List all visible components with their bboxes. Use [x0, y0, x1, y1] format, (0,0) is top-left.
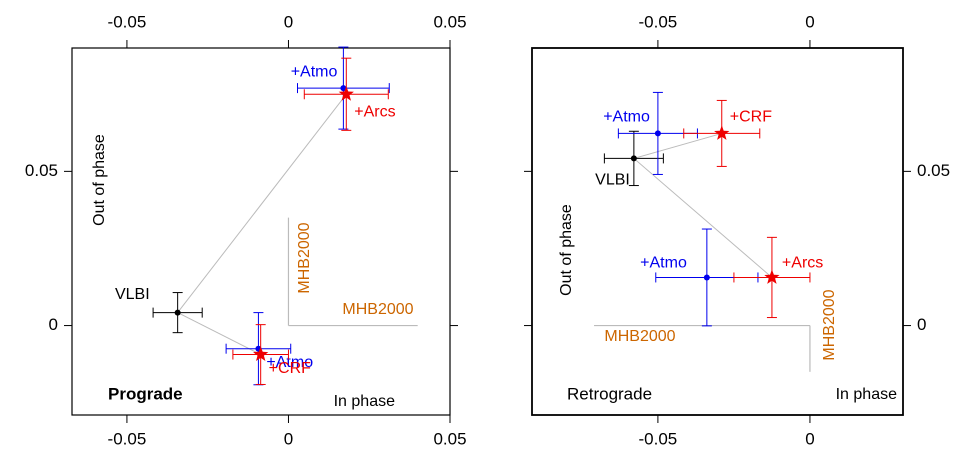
y-axis-label: Out of phase — [558, 204, 575, 296]
star-marker — [714, 125, 730, 140]
point-label: +CRF — [269, 360, 311, 377]
star-marker — [764, 269, 780, 284]
point-label: +Atmo — [640, 255, 687, 272]
y-tick-label: 0.05 — [25, 161, 58, 180]
x-tick-label: -0.05 — [639, 429, 678, 448]
x-tick-label: 0.05 — [433, 429, 466, 448]
point-label: +Arcs — [782, 255, 823, 272]
x-tick-label: 0 — [805, 429, 814, 448]
reference-label: MHB2000 — [821, 289, 838, 360]
connector-line — [177, 93, 347, 313]
y-axis-label: Out of phase — [91, 134, 108, 226]
plot-frame — [531, 47, 904, 416]
point-label: +Atmo — [266, 354, 313, 371]
x-axis-label: In phase — [334, 393, 395, 410]
x-tick-label: -0.05 — [108, 429, 147, 448]
dot-marker — [174, 309, 181, 316]
dot-marker — [654, 130, 661, 137]
star-marker — [338, 86, 354, 101]
x-tick-label: 0 — [805, 12, 814, 31]
point-label: VLBI — [115, 286, 150, 303]
y-tick-label: 0.05 — [917, 161, 950, 180]
connector-line — [633, 132, 722, 159]
panel-label: Retrograde — [567, 384, 652, 403]
dot-marker — [630, 155, 637, 162]
x-axis-label: In phase — [836, 386, 897, 403]
point-label: +Arcs — [354, 103, 395, 120]
star-marker — [253, 346, 269, 361]
point-label: +CRF — [730, 109, 772, 126]
panel-label: Prograde — [108, 384, 183, 403]
x-tick-label: -0.05 — [108, 12, 147, 31]
reference-label: MHB2000 — [604, 328, 675, 345]
connector-line — [633, 158, 773, 278]
point-label: +Atmo — [603, 109, 650, 126]
x-tick-label: 0.05 — [433, 12, 466, 31]
reference-label: MHB2000 — [342, 301, 413, 318]
connector-line — [177, 312, 261, 355]
x-tick-label: -0.05 — [639, 12, 678, 31]
y-tick-label: 0 — [49, 315, 58, 334]
dot-marker — [703, 274, 710, 281]
dot-marker — [340, 85, 347, 92]
x-tick-label: 0 — [284, 12, 293, 31]
plot-frame — [71, 47, 451, 416]
y-tick-label: 0 — [917, 315, 926, 334]
point-label: VLBI — [595, 172, 630, 189]
x-tick-label: 0 — [284, 429, 293, 448]
point-label: +Atmo — [291, 63, 338, 80]
reference-label: MHB2000 — [296, 222, 313, 293]
